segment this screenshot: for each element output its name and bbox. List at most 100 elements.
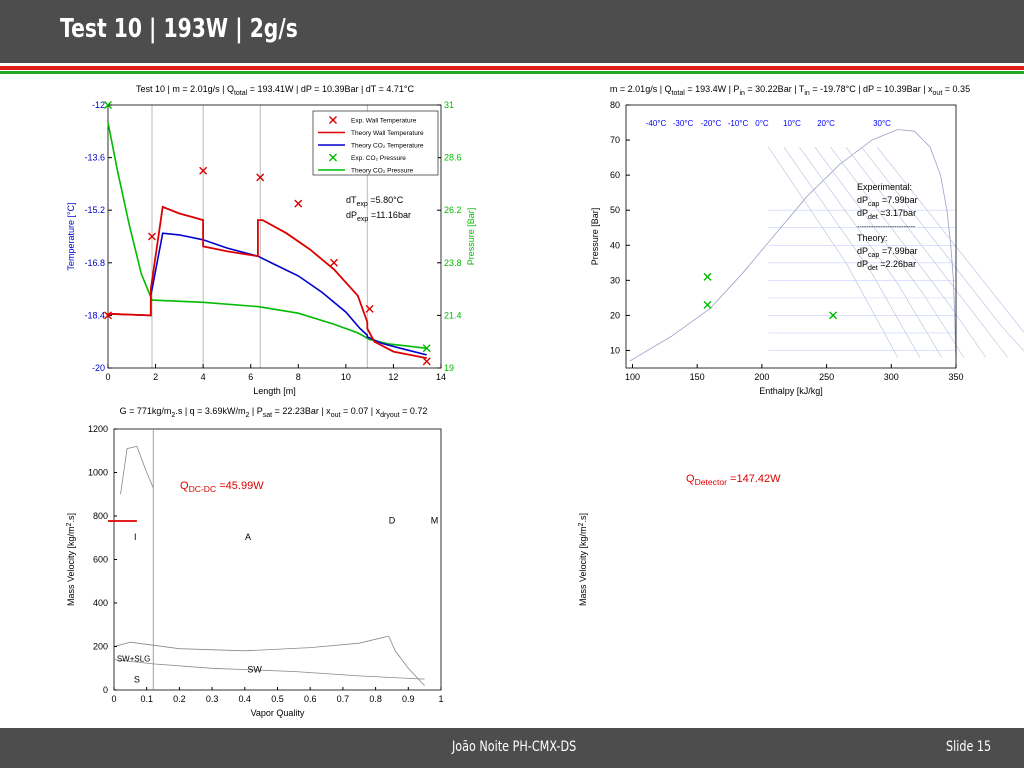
textbox-line-part: cap	[868, 252, 879, 259]
y-tick-label: 1000	[88, 468, 108, 478]
textbox-line-part: det	[868, 214, 878, 221]
y-tick-label: 0	[103, 685, 108, 695]
transition-mist-curve	[388, 635, 425, 686]
measured-state-point-stroke	[703, 300, 712, 309]
chart-title-part: dryout	[380, 412, 400, 419]
legend-marker	[329, 116, 337, 124]
chart-title-part: = 193.4W | P	[685, 84, 740, 94]
exp-co2-pressure-point	[422, 344, 431, 353]
exp-co2-pressure-point-stroke	[422, 344, 431, 353]
measured-state-point	[703, 300, 712, 309]
region-label-s: S	[134, 674, 140, 684]
legend-label: Theory Wall Temperature	[351, 130, 424, 137]
chart-title-part: | P	[249, 406, 262, 416]
textbox-heading: Experimental:	[857, 182, 912, 192]
y2-axis-label: Pressure [Bar]	[466, 208, 476, 266]
heat-load-label-part: DC-DC	[189, 484, 217, 494]
legend-marker	[329, 153, 337, 162]
isotherm-label: 10°C	[783, 119, 801, 128]
slide-header: Test 10 | 193W | 2g/s	[0, 0, 1024, 63]
x-tick-label: 250	[819, 372, 834, 382]
x-tick-label: 8	[296, 372, 301, 382]
x-tick-label: 0.9	[402, 694, 415, 704]
y2-tick-label: 28.6	[444, 153, 462, 163]
chart-title: m = 2.01g/s | Qtotal = 193.4W | Pin = 30…	[610, 84, 970, 97]
legend-marker-stroke	[329, 116, 337, 124]
y-tick-label: 600	[93, 555, 108, 565]
annotation-dp-exp: dPexp =11.16bar	[346, 210, 411, 223]
chart-title-part: total	[672, 90, 686, 97]
x-tick-label: 0.8	[369, 694, 382, 704]
heat-load-label-part: =45.99W	[216, 480, 264, 492]
header-divider-green	[0, 71, 1024, 74]
textbox-line: dPcap =7.99bar	[857, 246, 918, 259]
x-tick-label: 4	[201, 372, 206, 382]
y-tick-label: 30	[610, 275, 620, 285]
x-tick-label: 300	[884, 372, 899, 382]
region-label-sw: SW	[247, 665, 262, 675]
textbox-line-part: =2.26bar	[878, 259, 916, 269]
exp-wall-temperature-point-stroke	[104, 311, 112, 320]
chart-title-part: .s | q = 3.69kW/m	[175, 406, 245, 416]
exp-wall-temperature-point	[422, 357, 431, 366]
footer-slide-number: Slide 15	[946, 739, 992, 755]
textbox-line-part: dP	[857, 259, 868, 269]
legend-label: Theory CO₂ Temperature	[351, 143, 424, 150]
y-axis-label-part: Mass Velocity [kg/m	[66, 526, 76, 606]
y2-tick-label: 26.2	[444, 205, 462, 215]
chart-title-part: Test 10 | m = 2.01g/s | Q	[136, 84, 234, 94]
chart-title-part: m = 2.01g/s | Q	[610, 84, 672, 94]
exp-wall-temperature-point	[199, 166, 208, 175]
y-tick-label: 10	[610, 345, 620, 355]
slide-title: Test 10 | 193W | 2g/s	[60, 14, 298, 44]
chart-title-part: in	[739, 90, 745, 97]
y-tick-label: -18.4	[84, 310, 105, 320]
region-label-d: D	[389, 516, 396, 526]
y-tick-label: 200	[93, 642, 108, 652]
x-tick-label: 200	[754, 372, 769, 382]
legend-marker-stroke	[329, 153, 337, 162]
chart-title-part: = 0.07 | x	[340, 406, 380, 416]
x-tick-label: 6	[248, 372, 253, 382]
heat-load-label-part: =147.42W	[727, 473, 781, 485]
region-label-m: M	[431, 516, 439, 526]
x-tick-label: 0.2	[173, 694, 186, 704]
y-tick-label: 20	[610, 310, 620, 320]
annotation-dp-exp-part: exp	[357, 216, 368, 223]
textbox-line-part: =7.99bar	[879, 246, 917, 256]
y2-tick-label: 19	[444, 363, 454, 373]
exp-wall-temperature-point-stroke	[365, 304, 374, 313]
x-tick-label: 1	[438, 694, 443, 704]
y-tick-label: 60	[610, 170, 620, 180]
x-tick-label: 0	[111, 694, 116, 704]
textbox-line-part: cap	[868, 201, 879, 208]
region-label-a: A	[245, 532, 251, 542]
y-tick-label: 40	[610, 240, 620, 250]
x-tick-label: 10	[341, 372, 351, 382]
y-tick-label: -12	[92, 100, 105, 110]
exp-co2-pressure-point-stroke	[104, 101, 112, 109]
chart-title-part: total	[234, 90, 248, 97]
isotherm-line	[876, 146, 1024, 333]
x-tick-label: 0.7	[337, 694, 350, 704]
isotherm-label: -10°C	[728, 119, 749, 128]
heat-load-label-part: Q	[180, 480, 189, 492]
heat-load-label-part: Q	[686, 473, 695, 485]
series-theory-co2-temperature	[107, 232, 427, 356]
x-tick-label: 100	[625, 372, 640, 382]
isotherm-line	[845, 146, 1009, 358]
y2-tick-label: 31	[444, 100, 454, 110]
textbox-line: dPdet =2.26bar	[857, 259, 916, 272]
textbox-line: dPdet =3.17bar	[857, 208, 916, 221]
annotation-dp-exp-part: dP	[346, 210, 357, 220]
exp-wall-temperature-point-stroke	[294, 199, 303, 208]
y-axis-label-part: Mass Velocity [kg/m	[578, 526, 588, 606]
exp-wall-temperature-point-stroke	[422, 357, 431, 366]
exp-wall-temperature-point-stroke	[329, 258, 338, 267]
y-tick-label: 50	[610, 205, 620, 215]
x-tick-label: 0.3	[206, 694, 219, 704]
heat-load-label: QDetector =147.42W	[686, 473, 781, 487]
y-axis-label: Mass Velocity [kg/m2.s]	[66, 513, 76, 606]
measured-state-point	[829, 311, 838, 320]
slide-footer: João Noite PH-CMX-DS Slide 15	[0, 728, 1024, 768]
